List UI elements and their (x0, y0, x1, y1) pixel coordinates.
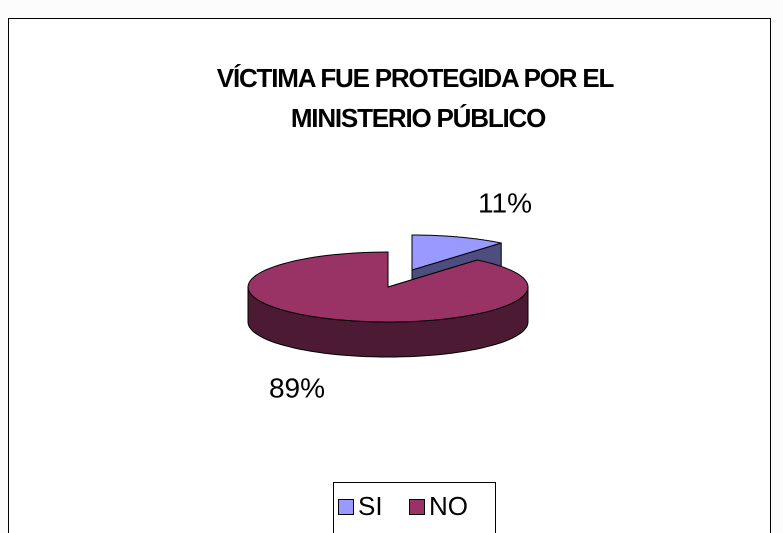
legend-swatch (409, 499, 425, 515)
legend: SI NO (338, 491, 468, 521)
legend-label: SI (358, 491, 383, 521)
legend-label: NO (429, 491, 468, 521)
chart-frame (8, 18, 771, 533)
slice (247, 251, 529, 323)
pie (247, 234, 529, 358)
chart-title: MINISTERIO PÚBLICO (291, 103, 546, 133)
chart-title: VÍCTIMA FUE PROTEGIDA POR EL (217, 63, 615, 93)
legend-swatch (338, 499, 354, 515)
slice (411, 234, 502, 271)
data-label: 11% (478, 187, 532, 218)
data-label: 89% (269, 372, 325, 403)
